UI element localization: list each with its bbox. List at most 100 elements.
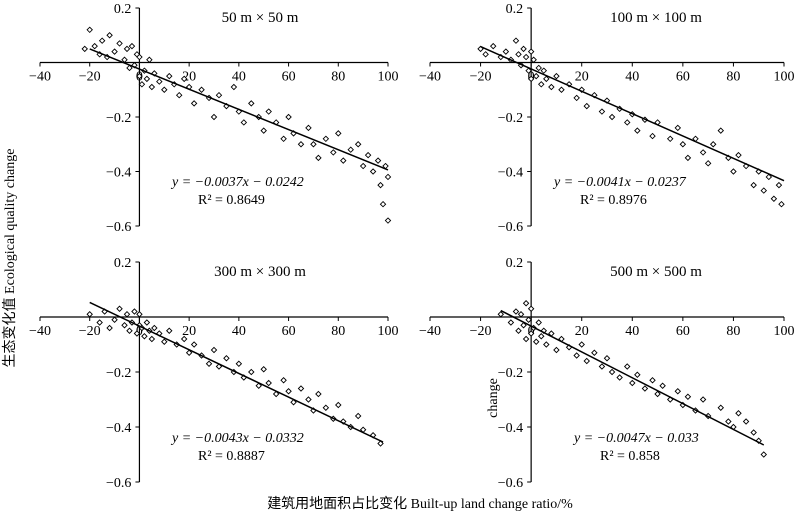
data-point: [354, 412, 362, 420]
y-tick-label: −0.4: [498, 166, 523, 181]
data-point: [735, 151, 742, 159]
data-point: [512, 37, 520, 44]
data-point: [530, 56, 537, 64]
y-tick-label: −0.6: [106, 476, 131, 491]
regression-equation: y = −0.0043x − 0.0332: [170, 431, 304, 446]
data-point: [674, 388, 682, 395]
data-point: [520, 322, 527, 329]
data-point: [725, 418, 732, 425]
data-point: [116, 40, 123, 47]
y-tick-label: −0.6: [498, 220, 523, 235]
data-point: [151, 324, 158, 332]
x-tick-label: −20: [470, 70, 492, 85]
data-point: [141, 333, 148, 340]
data-point: [583, 357, 591, 365]
data-point: [335, 130, 342, 137]
data-point: [369, 168, 377, 175]
r-squared: R² = 0.8976: [580, 193, 647, 208]
y-tick-label: 0.2: [506, 256, 524, 271]
data-point: [290, 399, 297, 406]
data-point: [347, 146, 354, 153]
x-tick-label: −40: [419, 324, 441, 339]
data-point: [717, 127, 725, 134]
data-point: [190, 100, 198, 107]
data-point: [497, 311, 505, 318]
x-tick-label: 80: [331, 70, 345, 85]
data-point: [775, 181, 783, 189]
data-point: [310, 141, 317, 148]
data-point: [210, 346, 218, 354]
data-point: [507, 319, 515, 326]
data-point: [654, 390, 661, 398]
data-point: [315, 154, 322, 162]
data-point: [205, 360, 213, 367]
data-point: [760, 187, 768, 194]
data-point: [305, 124, 312, 132]
panel-title: 100 m × 100 m: [610, 10, 702, 26]
data-point: [512, 308, 520, 315]
data-point: [540, 67, 548, 74]
data-point: [527, 48, 535, 55]
data-point: [583, 102, 591, 110]
data-point: [240, 119, 248, 126]
data-point: [616, 374, 623, 381]
data-point: [527, 305, 535, 312]
data-point: [525, 316, 532, 323]
data-point: [143, 75, 151, 83]
data-point: [86, 26, 93, 34]
regression-equation: y = −0.0041x − 0.0237: [552, 175, 687, 190]
data-point: [573, 94, 580, 102]
data-point: [502, 48, 510, 55]
x-tick-label: −40: [29, 324, 51, 339]
r-squared: R² = 0.8649: [198, 193, 265, 208]
data-point: [190, 341, 198, 348]
data-point: [384, 173, 392, 181]
data-point: [699, 396, 707, 403]
data-point: [538, 81, 545, 88]
data-point: [684, 393, 692, 400]
data-point: [280, 135, 287, 143]
data-point: [322, 135, 330, 143]
data-point: [106, 324, 113, 332]
data-point: [116, 305, 123, 312]
panel-3: −40 −20 0 20 40 60 80 100 0.2 −0.2 −0.4 −0.6 300 m ×…: [29, 256, 398, 491]
x-tick-label: −40: [29, 70, 51, 85]
data-point: [674, 124, 682, 132]
data-point: [146, 56, 153, 64]
y-tick-label: −0.4: [106, 421, 131, 436]
data-point: [679, 141, 687, 148]
data-point: [210, 113, 218, 121]
data-point: [527, 330, 535, 337]
data-point: [573, 352, 580, 359]
data-point: [603, 355, 611, 362]
panel-title: 300 m × 300 m: [214, 264, 306, 280]
data-point: [136, 311, 143, 318]
x-tick-label: 20: [575, 324, 589, 339]
data-point: [161, 338, 168, 345]
data-point: [133, 330, 141, 337]
data-point: [280, 377, 287, 384]
data-point: [750, 429, 757, 436]
data-point: [180, 75, 188, 83]
y-tick-label: −0.4: [498, 421, 523, 436]
x-tick-label: 80: [726, 324, 740, 339]
x-tick-label: 60: [676, 70, 690, 85]
data-point: [156, 78, 163, 85]
data-point: [354, 141, 362, 148]
data-point: [91, 42, 98, 50]
data-point: [704, 160, 712, 167]
data-point: [623, 363, 631, 370]
data-point: [608, 368, 616, 376]
data-point: [649, 377, 656, 384]
panel-title: 500 m × 500 m: [610, 264, 702, 280]
data-point: [136, 53, 143, 61]
data-point: [111, 48, 118, 55]
data-point: [86, 311, 93, 318]
data-point: [527, 75, 535, 83]
data-point: [166, 327, 173, 334]
data-point: [180, 335, 188, 343]
data-point: [522, 53, 530, 61]
x-tick-label: 80: [726, 70, 740, 85]
